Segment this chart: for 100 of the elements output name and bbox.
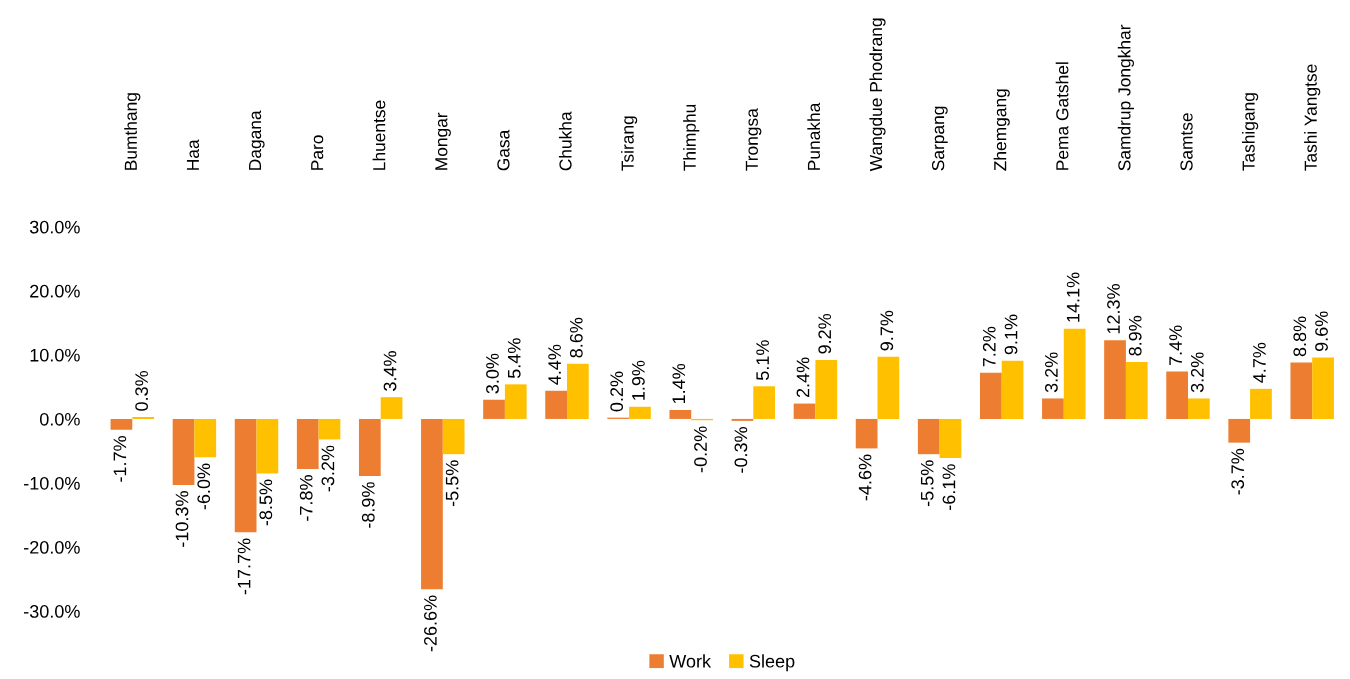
bar bbox=[1104, 340, 1126, 419]
bar bbox=[256, 418, 279, 474]
bar bbox=[110, 418, 133, 430]
bar bbox=[1250, 388, 1272, 419]
bar bbox=[1125, 361, 1148, 419]
y-tick-label: 0.0% bbox=[39, 412, 80, 426]
data-label: -26.6% bbox=[423, 595, 437, 652]
data-label: 0.2% bbox=[610, 371, 624, 412]
x-tick-label: Tashigang bbox=[1242, 93, 1259, 171]
bar bbox=[442, 418, 465, 455]
bar bbox=[358, 418, 381, 476]
data-label: -5.5% bbox=[445, 460, 459, 507]
data-label: 9.6% bbox=[1315, 311, 1328, 352]
x-tick-label: Chukha bbox=[558, 111, 572, 171]
bar bbox=[296, 418, 319, 469]
bar bbox=[1228, 418, 1251, 443]
y-tick-label: -30.0% bbox=[24, 605, 80, 618]
x-tick-label: Punakha bbox=[807, 102, 821, 170]
data-label: -6.0% bbox=[197, 463, 211, 510]
bar bbox=[194, 418, 217, 458]
x-tick-label: Mongar bbox=[435, 112, 451, 170]
y-tick-label: 10.0% bbox=[30, 348, 80, 362]
data-label: 3.0% bbox=[486, 353, 499, 394]
x-tick-label: Wangdue Phodrang bbox=[869, 18, 886, 172]
bar bbox=[567, 363, 589, 419]
bar bbox=[1188, 398, 1210, 419]
x-tick-label: Dagana bbox=[249, 110, 265, 170]
y-tick-label: 30.0% bbox=[29, 220, 80, 234]
x-tick-label: Haa bbox=[186, 139, 200, 170]
data-label: 3.2% bbox=[1044, 352, 1058, 393]
data-label: -10.3% bbox=[175, 491, 189, 547]
x-tick-label: Samtse bbox=[1180, 113, 1193, 171]
x-tick-label: Paro bbox=[311, 135, 324, 170]
data-label: 4.7% bbox=[1253, 342, 1266, 383]
x-tick-label: Samdrup Jongkhar bbox=[1117, 24, 1134, 171]
data-label: 7.4% bbox=[1169, 325, 1182, 366]
data-label: -17.7% bbox=[237, 538, 251, 595]
bar bbox=[753, 386, 776, 419]
data-label: -8.9% bbox=[361, 482, 375, 528]
bar bbox=[545, 390, 567, 419]
data-label: 0.3% bbox=[135, 370, 149, 411]
x-tick-label: Thimphu bbox=[683, 104, 700, 171]
data-label: 2.4% bbox=[796, 357, 810, 398]
bar bbox=[979, 372, 1002, 419]
data-label: -6.1% bbox=[942, 464, 956, 510]
data-label: 8.8% bbox=[1293, 316, 1307, 357]
data-label: 9.1% bbox=[1004, 314, 1018, 355]
bar bbox=[793, 403, 816, 419]
bar bbox=[380, 397, 403, 419]
bar bbox=[318, 418, 341, 440]
bar bbox=[1290, 362, 1313, 419]
legend-label: Sleep bbox=[749, 654, 795, 672]
bar bbox=[855, 418, 878, 449]
bar bbox=[421, 418, 443, 590]
data-label: 3.4% bbox=[383, 351, 397, 391]
data-label: -5.5% bbox=[920, 460, 934, 507]
bar bbox=[1001, 360, 1024, 419]
data-label: -7.8% bbox=[299, 475, 313, 521]
data-label: -3.7% bbox=[1231, 448, 1245, 495]
bar bbox=[1042, 398, 1064, 419]
data-label: 8.9% bbox=[1128, 315, 1142, 356]
data-label: 9.7% bbox=[880, 310, 894, 351]
x-tick-label: Zhemgang bbox=[993, 89, 1010, 171]
x-tick-label: Tashi Yangtse bbox=[1304, 64, 1321, 171]
y-tick-label: -20.0% bbox=[24, 540, 80, 554]
x-tick-label: Pema Gatshel bbox=[1055, 62, 1069, 170]
data-label: 8.6% bbox=[569, 317, 583, 358]
data-label: -8.5% bbox=[259, 479, 273, 526]
data-label: -0.2% bbox=[694, 426, 707, 473]
bar bbox=[483, 399, 505, 419]
bar bbox=[877, 356, 900, 419]
data-label: -3.2% bbox=[321, 445, 335, 492]
data-label: -4.6% bbox=[858, 454, 872, 501]
bar bbox=[1312, 357, 1334, 419]
bar bbox=[669, 409, 692, 419]
bar bbox=[917, 418, 940, 455]
data-label: -0.3% bbox=[734, 427, 748, 473]
bar bbox=[939, 418, 962, 459]
bar bbox=[172, 418, 195, 485]
bar bbox=[504, 384, 527, 419]
bar bbox=[629, 406, 651, 419]
x-tick-label: Sarpang bbox=[931, 106, 948, 171]
x-tick-label: Gasa bbox=[497, 129, 510, 171]
data-label: 5.4% bbox=[507, 338, 521, 379]
bar bbox=[1166, 371, 1188, 419]
data-label: 5.1% bbox=[756, 340, 770, 380]
data-label: 12.3% bbox=[1107, 284, 1120, 334]
bar bbox=[234, 418, 257, 533]
y-tick-label: 20.0% bbox=[30, 284, 80, 298]
bar bbox=[815, 360, 838, 419]
y-tick-label: -10.0% bbox=[24, 476, 80, 490]
data-label: 3.2% bbox=[1190, 352, 1204, 393]
data-label: 9.2% bbox=[818, 313, 832, 354]
bar bbox=[1063, 328, 1086, 419]
x-tick-label: Lhuentse bbox=[372, 100, 386, 170]
data-label: 1.9% bbox=[632, 360, 645, 400]
data-label: 14.1% bbox=[1066, 272, 1080, 322]
x-tick-label: Trongsa bbox=[745, 108, 762, 171]
data-label: -1.7% bbox=[113, 436, 127, 482]
data-label: 1.4% bbox=[672, 363, 686, 404]
